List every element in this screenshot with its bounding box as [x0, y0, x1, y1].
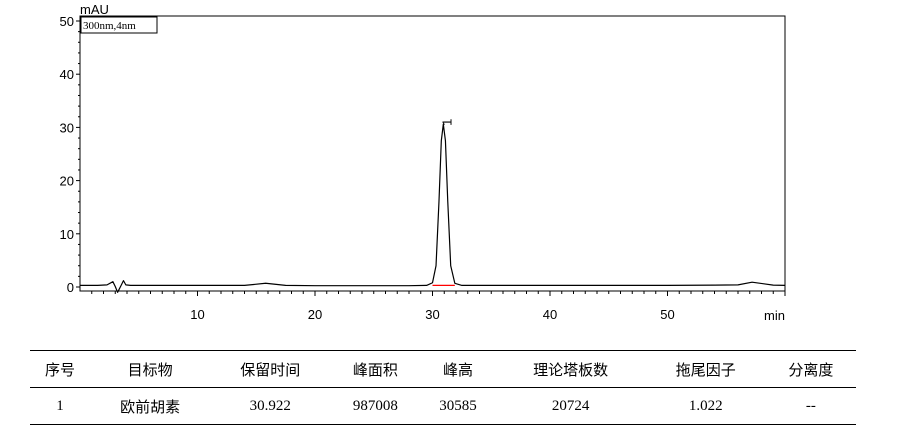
cell-resolution: -- [765, 387, 856, 425]
table-row: 1 欧前胡素 30.922 987008 30585 20724 1.022 -… [30, 387, 856, 425]
x-tick-label: 20 [308, 307, 322, 322]
cell-peak-height: 30585 [420, 387, 496, 425]
x-tick-label: 40 [543, 307, 557, 322]
header-peak-height: 峰高 [420, 350, 496, 388]
legend-label: 300nm,4nm [83, 20, 136, 32]
results-table: 序号 目标物 保留时间 峰面积 峰高 理论塔板数 拖尾因子 分离度 1 欧前胡素… [30, 350, 856, 425]
header-resolution: 分离度 [765, 350, 856, 388]
legend-box: 300nm,4nm [80, 16, 158, 34]
y-tick-label: 40 [60, 67, 74, 82]
peak-label: 1 [439, 119, 454, 126]
header-target: 目标物 [90, 350, 211, 388]
y-tick-label: 20 [60, 174, 74, 189]
header-theoretical-plates: 理论塔板数 [495, 350, 646, 388]
y-tick-label: 0 [67, 280, 74, 295]
cell-retention-time: 30.922 [210, 387, 331, 425]
cell-peak-area: 987008 [330, 387, 421, 425]
chart-marks: 1 [80, 119, 786, 293]
y-tick-label: 50 [60, 14, 74, 29]
x-tick-label: 10 [190, 307, 204, 322]
x-tick-label: 50 [660, 307, 674, 322]
cell-index: 1 [30, 387, 91, 425]
table-header-row: 序号 目标物 保留时间 峰面积 峰高 理论塔板数 拖尾因子 分离度 [30, 350, 856, 388]
header-index: 序号 [30, 350, 91, 388]
x-tick-label: 30 [425, 307, 439, 322]
header-tailing-factor: 拖尾因子 [645, 350, 766, 388]
cell-theoretical-plates: 20724 [495, 387, 646, 425]
y-axis: 0 10 20 30 40 50 [60, 14, 80, 295]
chromatogram-trace [80, 123, 786, 293]
plot-frame [79, 15, 786, 292]
chromatogram-chart: 0 10 20 30 40 50 10 20 30 40 50 mAU min 300nm,4nm… [60, 2, 786, 323]
y-axis-label: mAU [80, 2, 109, 17]
header-peak-area: 峰面积 [330, 350, 421, 388]
y-tick-label: 10 [60, 227, 74, 242]
y-tick-label: 30 [60, 120, 74, 135]
header-retention-time: 保留时间 [210, 350, 331, 388]
cell-tailing-factor: 1.022 [645, 387, 766, 425]
x-axis: 10 20 30 40 50 [91, 291, 786, 322]
x-axis-label: min [764, 308, 785, 323]
cell-target: 欧前胡素 [90, 387, 211, 425]
